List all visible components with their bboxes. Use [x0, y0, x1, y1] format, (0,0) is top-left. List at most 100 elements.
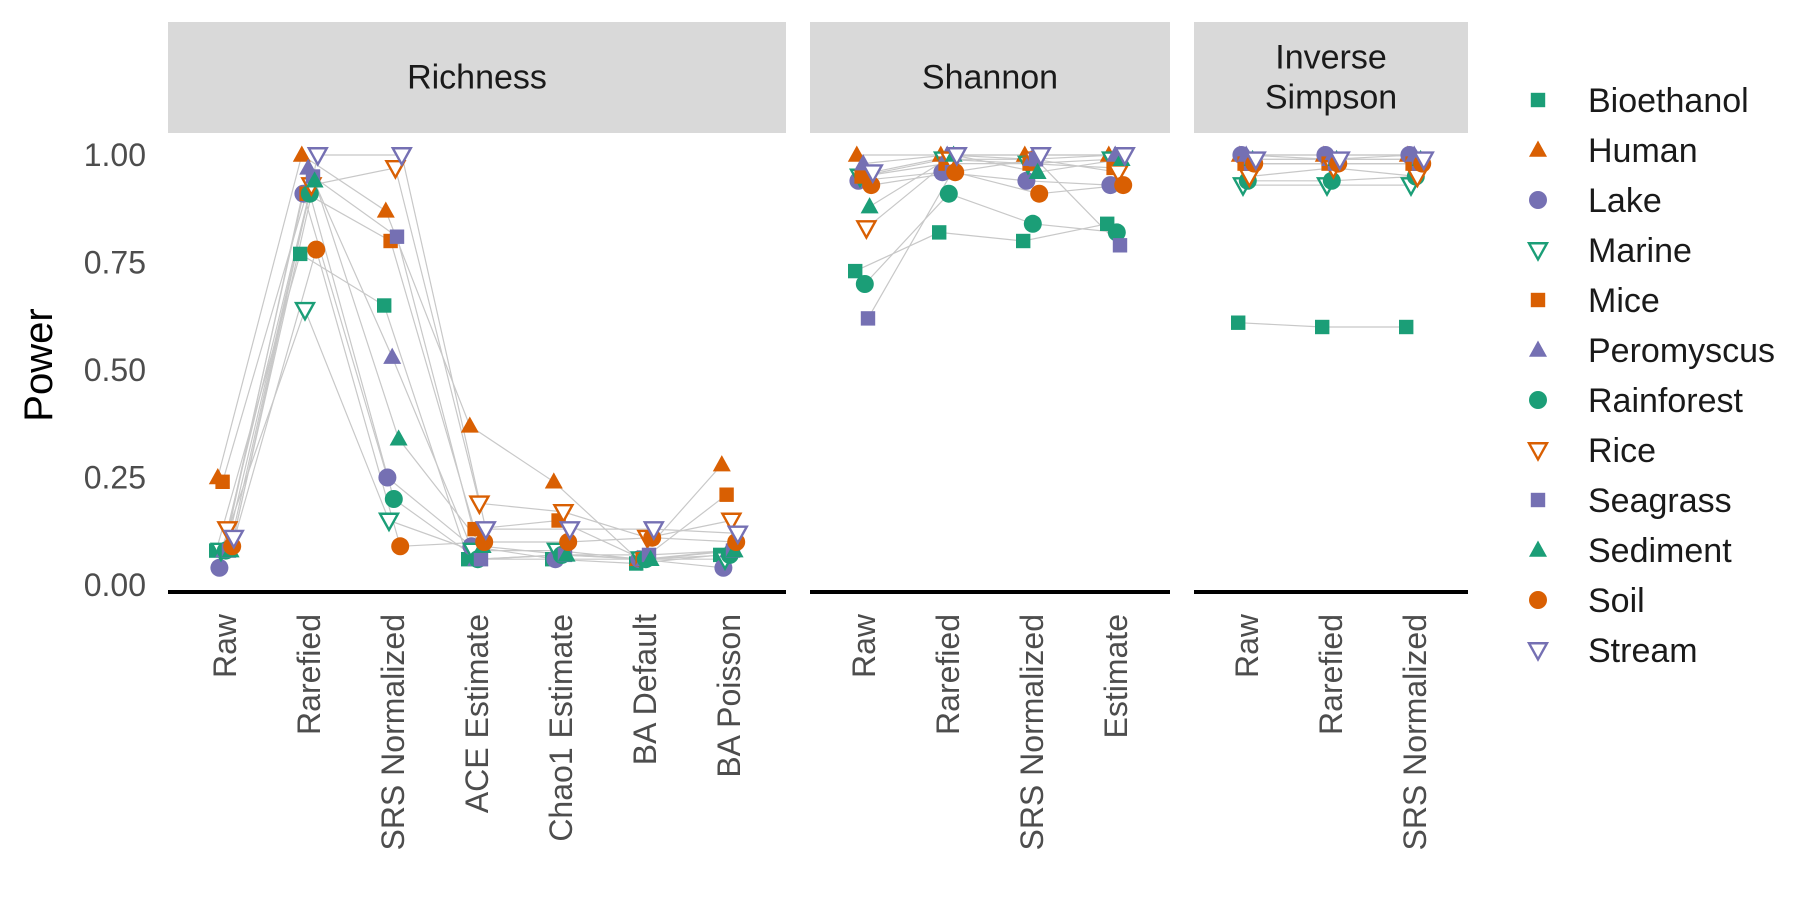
data-points — [1230, 145, 1435, 335]
data-point-rainforest — [1107, 223, 1126, 242]
legend-item-seagrass: Seagrass — [1530, 482, 1732, 520]
legend-marker-rice — [1526, 442, 1550, 462]
data-point-lake — [1101, 176, 1120, 195]
data-point-bioethanol — [1016, 233, 1031, 249]
series-line-rainforest — [864, 193, 1117, 285]
data-point-stream — [474, 521, 497, 542]
legend-item-rice: Rice — [1526, 432, 1656, 470]
data-point-rice — [384, 159, 407, 180]
data-point-rainforest — [1322, 171, 1341, 190]
legend-marker-stream — [1526, 642, 1550, 662]
x-tick-label: BA Default — [627, 614, 663, 765]
legend-item-soil: Soil — [1529, 582, 1645, 620]
data-point-rice — [468, 495, 491, 516]
legend-label: Soil — [1588, 582, 1645, 620]
legend-marker-marine — [1526, 242, 1550, 262]
y-axis-label: Power — [17, 308, 61, 421]
legend-label: Human — [1588, 132, 1698, 170]
data-point-stream — [558, 521, 581, 542]
series-line-sediment — [869, 154, 1122, 208]
panel-richness: Richness Raw Rarefied SRS Normalized ACE Est… — [168, 22, 786, 851]
legend-item-lake: Lake — [1529, 182, 1662, 220]
y-tick-label: 0.50 — [84, 352, 146, 388]
data-point-bioethanol — [1231, 315, 1246, 330]
y-tick-label: 0.00 — [84, 567, 146, 603]
legend-label: Lake — [1588, 182, 1662, 220]
legend-item-marine: Marine — [1526, 232, 1692, 270]
legend-label: Mice — [1588, 282, 1660, 320]
series-line-bioethanol — [854, 223, 1108, 272]
data-point-stream — [1412, 151, 1435, 172]
series-line-lake — [858, 171, 1111, 186]
data-point-stream — [726, 525, 749, 546]
data-point-rainforest — [1023, 214, 1042, 233]
data-point-lake — [378, 468, 397, 487]
y-axis-ticks: 0.00 0.25 0.50 0.75 1.00 — [84, 137, 146, 603]
facet-strip-background — [168, 22, 786, 133]
legend-marker-peromyscus — [1529, 340, 1547, 357]
data-point-soil — [1114, 176, 1133, 195]
data-point-sediment — [389, 429, 408, 446]
legend-item-stream: Stream — [1526, 632, 1698, 670]
data-point-bioethanol — [932, 225, 947, 240]
legend-item-sediment: Sediment — [1529, 532, 1732, 570]
data-point-stream — [222, 529, 245, 550]
data-point-soil — [946, 163, 965, 182]
legend-label: Sediment — [1588, 532, 1732, 570]
x-tick-label: BA Poisson — [711, 614, 747, 778]
series-line-peromyscus — [863, 154, 1116, 165]
data-point-marine — [377, 512, 401, 533]
data-point-sediment — [860, 197, 879, 214]
data-point-marine — [293, 301, 317, 322]
data-point-seagrass — [473, 552, 489, 567]
x-tick-label: Raw — [1229, 613, 1265, 678]
data-point-bioethanol — [1315, 319, 1330, 335]
y-tick-label: 0.25 — [84, 460, 146, 496]
facet-strip-title: Inverse — [1275, 39, 1387, 77]
data-point-rainforest — [384, 490, 403, 508]
data-point-bioethanol — [1399, 319, 1414, 335]
data-point-rice — [720, 512, 743, 533]
legend-item-rainforest: Rainforest — [1529, 382, 1744, 420]
data-point-seagrass — [389, 229, 405, 244]
legend-label: Rice — [1588, 432, 1656, 470]
data-points — [847, 145, 1136, 326]
series-line-human — [217, 154, 723, 561]
legend-item-mice: Mice — [1530, 282, 1660, 320]
facet-strip-background — [1194, 22, 1468, 133]
legend-item-bioethanol: Bioethanol — [1530, 82, 1749, 120]
x-tick-label: Estimate — [1098, 614, 1134, 738]
series-line-seagrass — [867, 158, 1121, 319]
data-point-human — [292, 145, 311, 162]
data-point-lake — [210, 558, 229, 577]
data-point-soil — [559, 533, 578, 551]
data-point-rice — [855, 220, 878, 241]
data-point-stream — [642, 521, 665, 542]
x-tick-label: Chao1 Estimate — [543, 614, 579, 842]
y-tick-label: 1.00 — [84, 137, 146, 173]
data-point-stream — [861, 164, 884, 185]
data-point-bioethanol — [293, 246, 308, 262]
legend-label: Stream — [1588, 632, 1698, 670]
legend-label: Marine — [1588, 232, 1692, 270]
data-point-bioethanol — [377, 298, 392, 313]
data-point-stream — [306, 147, 329, 167]
facet-strip-background — [810, 22, 1170, 133]
data-points — [208, 145, 749, 577]
data-point-stream — [1328, 151, 1351, 172]
legend-marker-human — [1529, 140, 1547, 157]
data-point-seagrass — [860, 311, 876, 326]
legend-marker-lake — [1529, 191, 1547, 209]
legend-label: Rainforest — [1588, 382, 1744, 420]
data-point-peromyscus — [383, 347, 402, 364]
data-point-mice — [719, 487, 734, 502]
facet-strip-title: Simpson — [1265, 79, 1397, 117]
panels: Richness Raw Rarefied SRS Normalized ACE Est… — [168, 22, 1468, 851]
x-tick-label: SRS Normalized — [1397, 614, 1433, 851]
series-line-bioethanol — [215, 252, 721, 565]
facet-strip-title: Shannon — [922, 59, 1058, 97]
facet-strip-title: Richness — [407, 59, 547, 97]
data-point-rice — [552, 503, 575, 524]
